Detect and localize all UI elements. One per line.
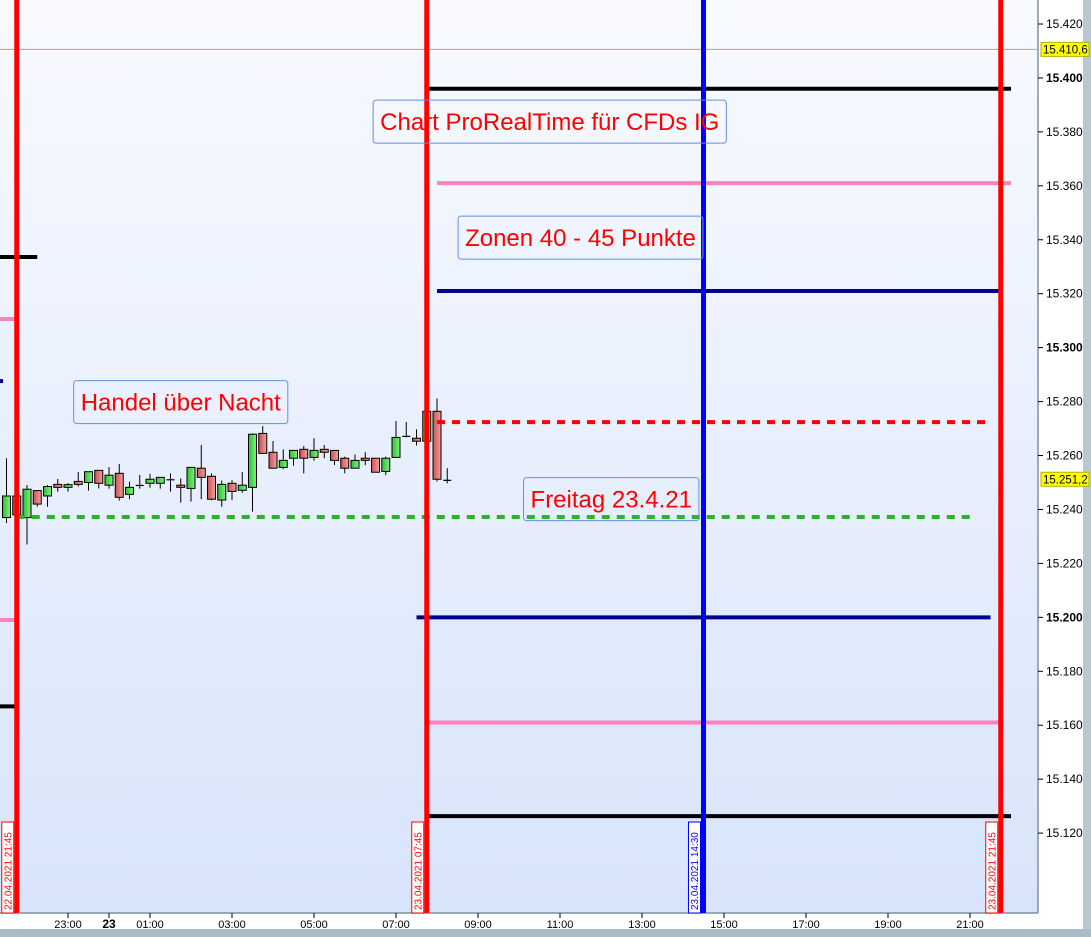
x-tick-label: 07:00 <box>382 919 410 931</box>
candle-body <box>155 476 165 484</box>
x-tick-label: 23 <box>102 917 116 931</box>
annotation-text: Zonen 40 - 45 Punkte <box>465 225 696 252</box>
plot-area <box>0 0 1038 913</box>
vertical-line-label: 22.04.2021 21:45 <box>3 832 14 910</box>
y-tick-label: 15.180 <box>1046 664 1083 678</box>
vertical-line-label: 23.04.2021 07:45 <box>413 832 424 910</box>
scrollbar <box>0 929 1091 937</box>
candle-body <box>125 486 134 495</box>
annotation-text: Freitag 23.4.21 <box>531 487 692 514</box>
candle-body <box>350 459 360 469</box>
candle-body <box>391 436 401 458</box>
y-tick-label: 15.320 <box>1046 287 1083 301</box>
y-tick-label: 15.400 <box>1046 71 1083 85</box>
candle-body <box>186 466 196 489</box>
y-tick-label: 15.200 <box>1046 610 1083 624</box>
candle-body <box>63 484 73 488</box>
vertical-line-label-box <box>1 821 15 914</box>
y-tick-label: 15.280 <box>1046 395 1083 409</box>
x-tick-label: 05:00 <box>300 919 328 931</box>
right-edge <box>1083 0 1091 929</box>
y-tick-label: 15.360 <box>1046 179 1083 193</box>
y-tick-label: 15.260 <box>1046 449 1083 463</box>
candle-body <box>227 482 237 492</box>
candle-body <box>340 457 350 469</box>
candle-body <box>73 480 83 485</box>
candle-body <box>145 478 155 484</box>
y-tick-label: 15.160 <box>1046 718 1083 732</box>
last-price-badge <box>1040 471 1090 487</box>
candle-body <box>412 437 421 442</box>
candle-body <box>258 432 268 454</box>
annotation-box <box>372 99 727 144</box>
candle-body <box>2 495 11 519</box>
candle-body <box>278 459 288 468</box>
annotation-box <box>457 215 704 260</box>
y-tick-label: 15.340 <box>1046 233 1083 247</box>
x-tick-label: 21:00 <box>956 919 984 931</box>
candle-body <box>94 469 104 484</box>
candle-body <box>319 448 329 453</box>
y-tick-label: 15.120 <box>1046 826 1083 840</box>
candle-body <box>196 467 206 478</box>
x-tick-label: 15:00 <box>710 919 738 931</box>
candle-body <box>32 490 42 505</box>
candle-body <box>309 449 319 458</box>
annotation-box <box>73 380 289 425</box>
x-tick-label: 09:00 <box>464 919 492 931</box>
y-tick-label: 15.140 <box>1046 772 1083 786</box>
vertical-line-label-box <box>985 821 999 914</box>
x-tick-label: 11:00 <box>547 919 574 931</box>
annotation-text: Handel über Nacht <box>81 390 281 417</box>
candle-body <box>22 488 32 519</box>
x-tick-label: 23:00 <box>54 919 82 931</box>
candle-body <box>371 457 380 473</box>
x-tick-label: 13:00 <box>628 919 656 931</box>
price-axis <box>1038 0 1091 913</box>
x-tick-label: 01:00 <box>136 919 164 931</box>
candle-body <box>84 471 93 483</box>
x-tick-label: 03:00 <box>218 919 246 931</box>
candle-body <box>217 483 227 501</box>
candle-body <box>104 474 114 486</box>
y-tick-label: 15.220 <box>1046 556 1083 570</box>
candle-body <box>176 484 186 488</box>
y-tick-label: 15.240 <box>1046 502 1083 516</box>
candle-body <box>248 433 257 488</box>
candle-body <box>268 451 278 469</box>
candle-body <box>299 448 309 459</box>
x-tick-label: 19:00 <box>874 919 902 931</box>
vertical-line-label-box <box>688 821 701 914</box>
candle-body <box>207 475 216 500</box>
current-price-badge <box>1040 41 1090 57</box>
candle-body <box>381 457 391 472</box>
annotation-text: Chart ProRealTime für CFDs IG <box>380 109 719 136</box>
annotation-box <box>523 477 700 522</box>
candle-body <box>432 410 442 480</box>
candle-body <box>237 484 247 491</box>
last-price-label: 15.251,2 <box>1043 474 1088 486</box>
candle-body <box>289 449 298 459</box>
candle-body <box>330 449 339 461</box>
vertical-line-label: 23.04.2021 21:45 <box>987 832 998 910</box>
x-tick-label: 17:00 <box>792 919 820 931</box>
vertical-line-label-box <box>411 821 425 914</box>
y-tick-label: 15.300 <box>1046 341 1083 355</box>
y-tick-label: 15.380 <box>1046 125 1083 139</box>
candle-body <box>114 472 124 498</box>
y-tick-label: 15.420 <box>1046 17 1083 31</box>
vertical-line-label: 23.04.2021 14:30 <box>690 832 701 910</box>
candle-body <box>360 457 370 461</box>
current-price-label: 15.410,6 <box>1043 44 1088 56</box>
candle-body <box>53 483 63 488</box>
candle-body <box>43 486 52 497</box>
